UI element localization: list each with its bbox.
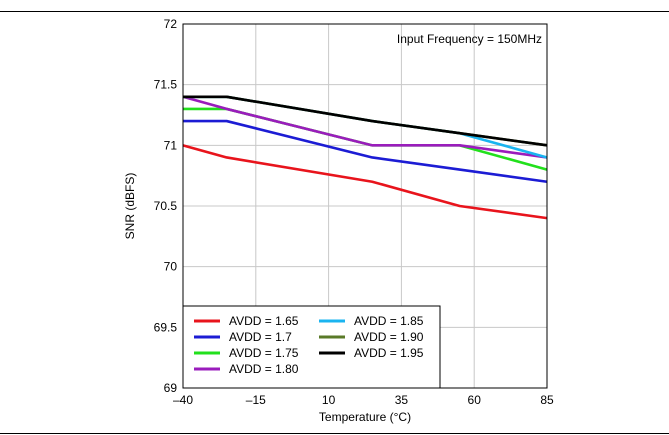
legend-label: AVDD = 1.65 <box>229 314 299 328</box>
series-lines <box>182 95 548 220</box>
legend-label: AVDD = 1.95 <box>354 346 424 360</box>
legend-label: AVDD = 1.75 <box>229 346 299 360</box>
chart-annotation: Input Frequency = 150MHz <box>397 32 542 46</box>
x-tick-label: 35 <box>395 393 409 407</box>
series-line <box>182 95 548 159</box>
y-tick-label: 72 <box>164 17 178 31</box>
top-rule <box>0 11 669 12</box>
legend-label: AVDD = 1.90 <box>354 330 424 344</box>
legend-label: AVDD = 1.80 <box>229 362 299 376</box>
legend-label: AVDD = 1.85 <box>354 314 424 328</box>
x-tick-label: –15 <box>246 393 266 407</box>
y-tick-label: 70 <box>164 260 178 274</box>
bottom-rule <box>0 433 669 434</box>
y-tick-label: 69 <box>164 381 178 395</box>
x-tick-label: –40 <box>173 393 193 407</box>
y-tick-label: 71 <box>164 138 178 152</box>
x-tick-label: 85 <box>540 393 554 407</box>
legend-box <box>182 305 441 389</box>
x-tick-label: 60 <box>468 393 482 407</box>
series-line <box>183 119 548 184</box>
y-tick-label: 70.5 <box>154 199 178 213</box>
y-tick-label: 71.5 <box>154 78 178 92</box>
series-line <box>183 95 548 159</box>
y-tick-label: 69.5 <box>154 320 178 334</box>
y-axis-label: SNR (dBFS) <box>123 173 137 240</box>
x-axis-label: Temperature (°C) <box>319 410 411 424</box>
series-line <box>182 144 548 220</box>
legend-label: AVDD = 1.7 <box>229 330 292 344</box>
axis-ticks: –40 –15 10 35 60 85 69 69.5 70 70.5 71 71.5 72 <box>154 17 554 407</box>
legend: AVDD = 1.65 AVDD = 1.7 AVDD = 1.75 AVDD = 1… <box>182 305 441 389</box>
x-tick-label: 10 <box>322 393 336 407</box>
series-line <box>183 95 548 147</box>
